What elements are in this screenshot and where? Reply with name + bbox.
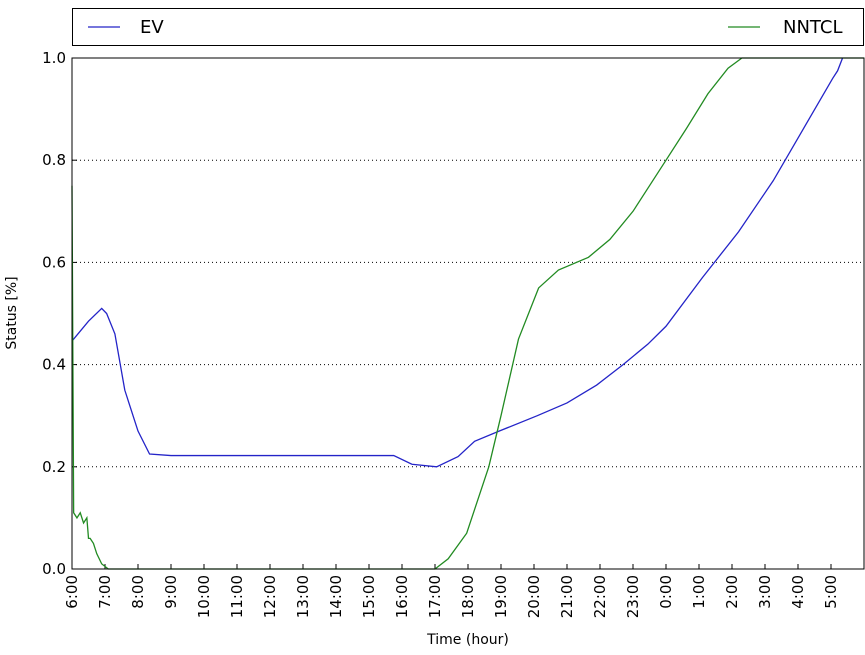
x-tick-label: 22:00 — [591, 575, 609, 618]
y-tick-label: 1.0 — [42, 49, 66, 67]
x-tick-label: 17:00 — [426, 575, 444, 618]
legend-label: NNTCL — [783, 17, 842, 38]
y-tick-label: 0.0 — [42, 560, 66, 578]
x-tick-label: 10:00 — [195, 575, 213, 618]
x-tick-label: 7:00 — [96, 575, 114, 609]
x-tick-label: 23:00 — [624, 575, 642, 618]
x-tick-label: 21:00 — [558, 575, 576, 618]
x-tick-label: 0:00 — [657, 575, 675, 609]
x-tick-label: 8:00 — [129, 575, 147, 609]
y-tick-label: 0.4 — [42, 356, 66, 374]
x-tick-label: 19:00 — [492, 575, 510, 618]
x-tick-label: 15:00 — [360, 575, 378, 618]
x-tick-label: 1:00 — [690, 575, 708, 609]
y-tick-label: 0.2 — [42, 458, 66, 476]
legend-label: EV — [140, 17, 164, 38]
x-tick-label: 18:00 — [459, 575, 477, 618]
y-tick-label: 0.8 — [42, 151, 66, 169]
y-tick-label: 0.6 — [42, 253, 66, 271]
x-tick-label: 14:00 — [327, 575, 345, 618]
plot-frame — [71, 57, 865, 570]
x-tick-label: 4:00 — [789, 575, 807, 609]
x-tick-label: 3:00 — [756, 575, 774, 609]
x-tick-label: 20:00 — [525, 575, 543, 618]
x-axis-label: Time (hour) — [426, 632, 509, 648]
x-tick-label: 12:00 — [261, 575, 279, 618]
x-tick-label: 9:00 — [162, 575, 180, 609]
y-axis-label: Status [%] — [4, 276, 20, 349]
x-tick-label: 5:00 — [822, 575, 840, 609]
x-tick-label: 2:00 — [723, 575, 741, 609]
x-tick-label: 16:00 — [393, 575, 411, 618]
x-tick-label: 6:00 — [63, 575, 81, 609]
series-line — [71, 57, 864, 570]
series-line — [71, 57, 844, 468]
x-tick-label: 11:00 — [228, 575, 246, 618]
x-tick-label: 13:00 — [294, 575, 312, 618]
